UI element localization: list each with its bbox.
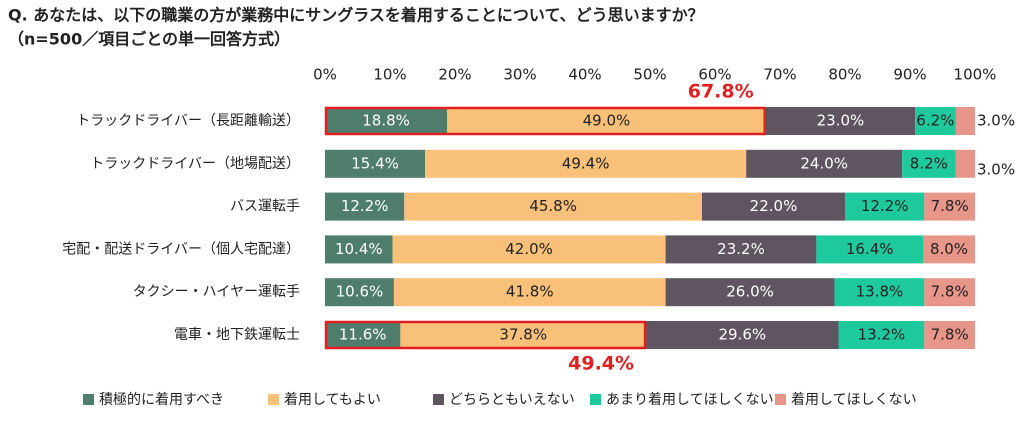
value-label: 18.8%: [362, 112, 410, 130]
value-label: 45.8%: [529, 197, 577, 215]
legend-swatch: [775, 394, 786, 405]
bar-segment: [838, 321, 925, 349]
value-label: 13.8%: [856, 283, 904, 301]
value-label: 7.8%: [931, 326, 969, 344]
bar-segment: [702, 192, 845, 221]
bar-segment: [325, 149, 426, 178]
legend-label: あまり着用してほしくない: [606, 392, 774, 408]
x-tick-label: 0%: [313, 66, 337, 84]
annotation: 67.8%: [688, 81, 754, 103]
bar-segment: [646, 321, 839, 349]
value-label: 15.4%: [351, 154, 399, 172]
bar-segment: [924, 278, 975, 307]
highlight-box: [324, 320, 647, 350]
x-tick-label: 20%: [438, 66, 471, 84]
value-label: 7.8%: [931, 197, 969, 215]
value-label: 10.4%: [335, 240, 383, 258]
x-tick-label: 30%: [503, 66, 536, 84]
legend-swatch: [590, 394, 601, 405]
bar-segment: [404, 192, 702, 221]
x-tick-label: 40%: [568, 66, 601, 84]
value-label: 11.6%: [339, 326, 387, 344]
annotation: 49.4%: [568, 353, 634, 375]
bar-segment: [765, 107, 916, 135]
bar-segment: [746, 149, 903, 178]
bar-segment: [325, 107, 448, 135]
value-label: 29.6%: [718, 326, 766, 344]
x-tick-label: 50%: [633, 66, 666, 84]
value-label: 7.8%: [931, 283, 969, 301]
chart-title: Q. あなたは、以下の職業の方が業務中にサングラスを着用することについて、どう思…: [8, 6, 704, 25]
value-label: 8.2%: [910, 154, 948, 172]
value-label: 8.0%: [930, 240, 968, 258]
bar-segment: [447, 107, 766, 135]
value-label: 3.0%: [977, 160, 1015, 178]
category-label: トラックドライバー（地場配送）: [90, 156, 300, 172]
bar-segment: [392, 235, 666, 264]
value-label: 49.4%: [562, 154, 610, 172]
bar-segment: [955, 149, 975, 178]
value-label: 37.8%: [499, 326, 547, 344]
value-label: 41.8%: [506, 283, 554, 301]
legend-label: 着用してもよい: [284, 392, 381, 408]
bar-segment: [915, 107, 956, 135]
legend-label: どちらともいえない: [449, 392, 575, 408]
value-label: 13.2%: [858, 326, 906, 344]
bar-segment: [955, 107, 975, 135]
category-label: 宅配・配送ドライバー（個人宅配達）: [62, 241, 300, 257]
chart-subtitle: （n=500／項目ごとの単一回答方式）: [8, 30, 290, 49]
bar-segment: [924, 321, 975, 349]
bar-segment: [902, 149, 956, 178]
value-label: 23.0%: [817, 112, 865, 130]
legend-swatch: [268, 394, 279, 405]
bar-segment: [325, 321, 401, 349]
legend-swatch: [433, 394, 444, 405]
value-label: 3.0%: [977, 112, 1015, 130]
bar-segment: [923, 235, 975, 264]
x-tick-label: 80%: [828, 66, 861, 84]
bar-segment: [924, 192, 975, 221]
bar-segment: [400, 321, 647, 349]
legend-swatch: [83, 394, 94, 405]
legend-label: 着用してほしくない: [791, 392, 917, 408]
value-label: 24.0%: [800, 154, 848, 172]
bar-segment: [665, 278, 835, 307]
value-label: 26.0%: [726, 283, 774, 301]
bar-segment: [325, 235, 393, 264]
x-tick-label: 60%: [698, 66, 731, 84]
value-label: 22.0%: [750, 197, 798, 215]
bar-segment: [393, 278, 666, 307]
bar-segment: [816, 235, 923, 264]
value-label: 12.2%: [861, 197, 909, 215]
bar-segment: [325, 192, 405, 221]
x-tick-label: 100%: [954, 66, 997, 84]
highlight-box: [324, 106, 766, 136]
x-tick-label: 10%: [373, 66, 406, 84]
value-label: 12.2%: [341, 197, 389, 215]
value-label: 10.6%: [336, 283, 384, 301]
value-label: 23.2%: [717, 240, 765, 258]
value-label: 49.0%: [583, 112, 631, 130]
bar-segment: [425, 149, 747, 178]
category-label: 電車・地下鉄運転士: [174, 326, 300, 343]
x-tick-label: 70%: [763, 66, 796, 84]
bar-segment: [845, 192, 925, 221]
legend-label: 積極的に着用すべき: [99, 392, 224, 408]
x-tick-label: 90%: [893, 66, 926, 84]
category-label: タクシー・ハイヤー運転手: [133, 284, 300, 300]
category-label: バス運転手: [230, 199, 300, 215]
value-label: 16.4%: [846, 240, 894, 258]
bar-segment: [834, 278, 925, 307]
bar-segment: [325, 278, 394, 307]
value-label: 6.2%: [916, 112, 954, 130]
bar-segment: [665, 235, 817, 264]
category-label: トラックドライバー（長距離輸送）: [76, 112, 300, 129]
value-label: 42.0%: [505, 240, 553, 258]
